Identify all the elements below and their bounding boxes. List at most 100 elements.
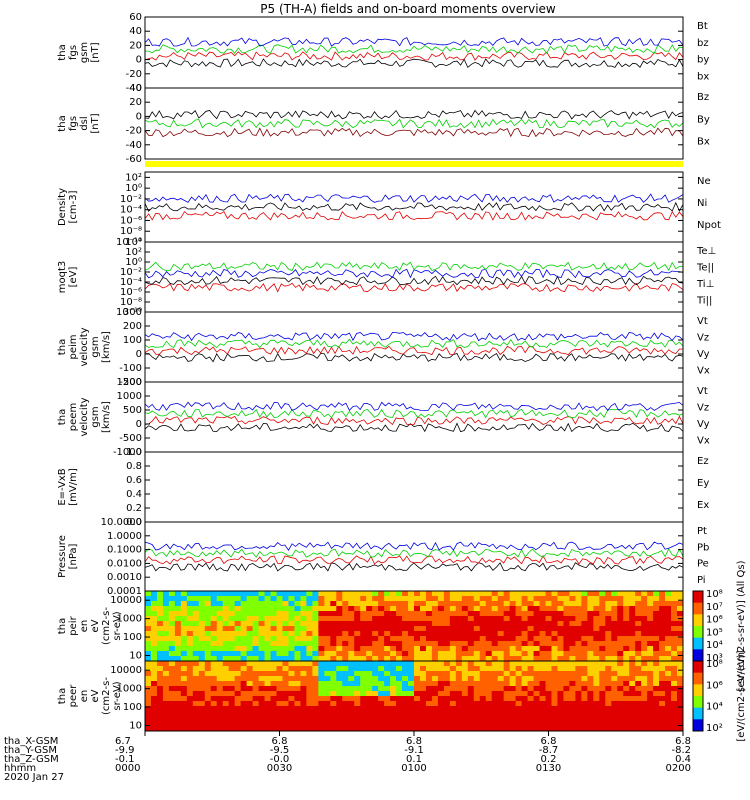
heatmap-cell [240,616,248,622]
heatmap-cell [234,676,242,682]
heatmap-cell [461,601,469,607]
heatmap-cell [414,631,421,637]
heatmap-cell [264,606,272,612]
heatmap-cell [569,711,576,717]
heatmap-cell [414,656,421,661]
heatmap-cell [408,706,415,712]
heatmap-cell [186,706,194,712]
heatmap-cell [503,596,511,602]
heatmap-cell [336,626,343,632]
heatmap-cell [419,686,427,692]
heatmap-cell [186,721,194,727]
heatmap-cell [342,641,349,647]
heatmap-cell [264,661,272,667]
heatmap-cell [354,711,361,717]
heatmap-cell [551,666,559,672]
heatmap-cell [198,701,206,707]
heatmap-cell [521,631,529,637]
heatmap-cell [641,641,648,647]
heatmap-cell [384,646,391,652]
heatmap-cell [461,611,469,617]
heatmap-cell [204,671,212,677]
heatmap-cell [372,626,379,632]
heatmap-cell [611,661,618,667]
heatmap-cell [312,616,319,622]
heatmap-cell [665,666,672,672]
heatmap-cell [641,636,648,642]
heatmap-cell [354,681,361,687]
heatmap-cell [533,611,541,617]
heatmap-cell [234,686,242,692]
heatmap-cell [300,596,307,602]
heatmap-cell [145,716,152,722]
heatmap-cell [479,611,487,617]
heatmap-cell [539,621,547,627]
heatmap-cell [294,681,302,687]
heatmap-cell [455,676,463,682]
heatmap-cell [515,676,523,682]
heatmap-cell [677,711,683,717]
legend-fgs_gsm-3: bx [697,71,709,82]
colorbar-tick-3: 10⁵ [706,627,723,638]
heatmap-cell [150,721,158,727]
heatmap-cell [449,646,457,652]
heatmap-cell [396,646,403,652]
heatmap-cell [276,666,284,672]
heatmap-cell [665,676,672,682]
heatmap-cell [276,606,284,612]
heatmap-cell [671,591,678,597]
heatmap-cell [360,671,367,677]
heatmap-cell [330,636,337,642]
heatmap-cell [467,636,475,642]
heatmap-cell [437,716,445,722]
heatmap-cell [647,596,654,602]
heatmap-cell [318,646,325,652]
heatmap-cell [461,711,469,717]
heatmap-cell [593,686,600,692]
heatmap-cell [473,676,481,682]
heatmap-cell [671,606,678,612]
heatmap-cell [378,721,385,727]
heatmap-cell [198,596,206,602]
panel-pressure-content [145,541,683,572]
heatmap-cell [174,681,182,687]
heatmap-cell [419,646,427,652]
heatmap-cell [491,631,499,637]
heatmap-cell [348,611,355,617]
heatmap-cell [282,656,290,661]
heatmap-cell [150,701,158,707]
heatmap-cell [162,611,170,617]
heatmap-cell [222,726,230,731]
heatmap-cell [635,631,642,637]
heatmap-cell [180,611,188,617]
heatmap-cell [342,696,349,702]
heatmap-cell [593,671,600,677]
heatmap-cell [348,716,355,722]
heatmap-cell [671,656,678,661]
heatmap-cell [509,656,517,661]
heatmap-cell [503,701,511,707]
heatmap-cell [384,631,391,637]
heatmap-cell [372,711,379,717]
heatmap-cell [312,666,319,672]
heatmap-cell [198,686,206,692]
heatmap-cell [455,596,463,602]
heatmap-cell [228,606,236,612]
heatmap-cell [390,611,397,617]
heatmap-cell [288,706,296,712]
heatmap-cell [312,601,319,607]
heatmap-cell [479,601,487,607]
heatmap-cell [300,636,307,642]
heatmap-cell [449,686,457,692]
heatmap-cell [533,676,541,682]
heatmap-cell [611,656,618,661]
heatmap-cell [306,686,313,692]
heatmap-cell [210,621,218,627]
heatmap-cell [593,701,600,707]
heatmap-cell [204,721,212,727]
heatmap-cell [402,596,409,602]
heatmap-cell [258,696,266,702]
heatmap-cell [282,681,290,687]
heatmap-cell [192,681,200,687]
